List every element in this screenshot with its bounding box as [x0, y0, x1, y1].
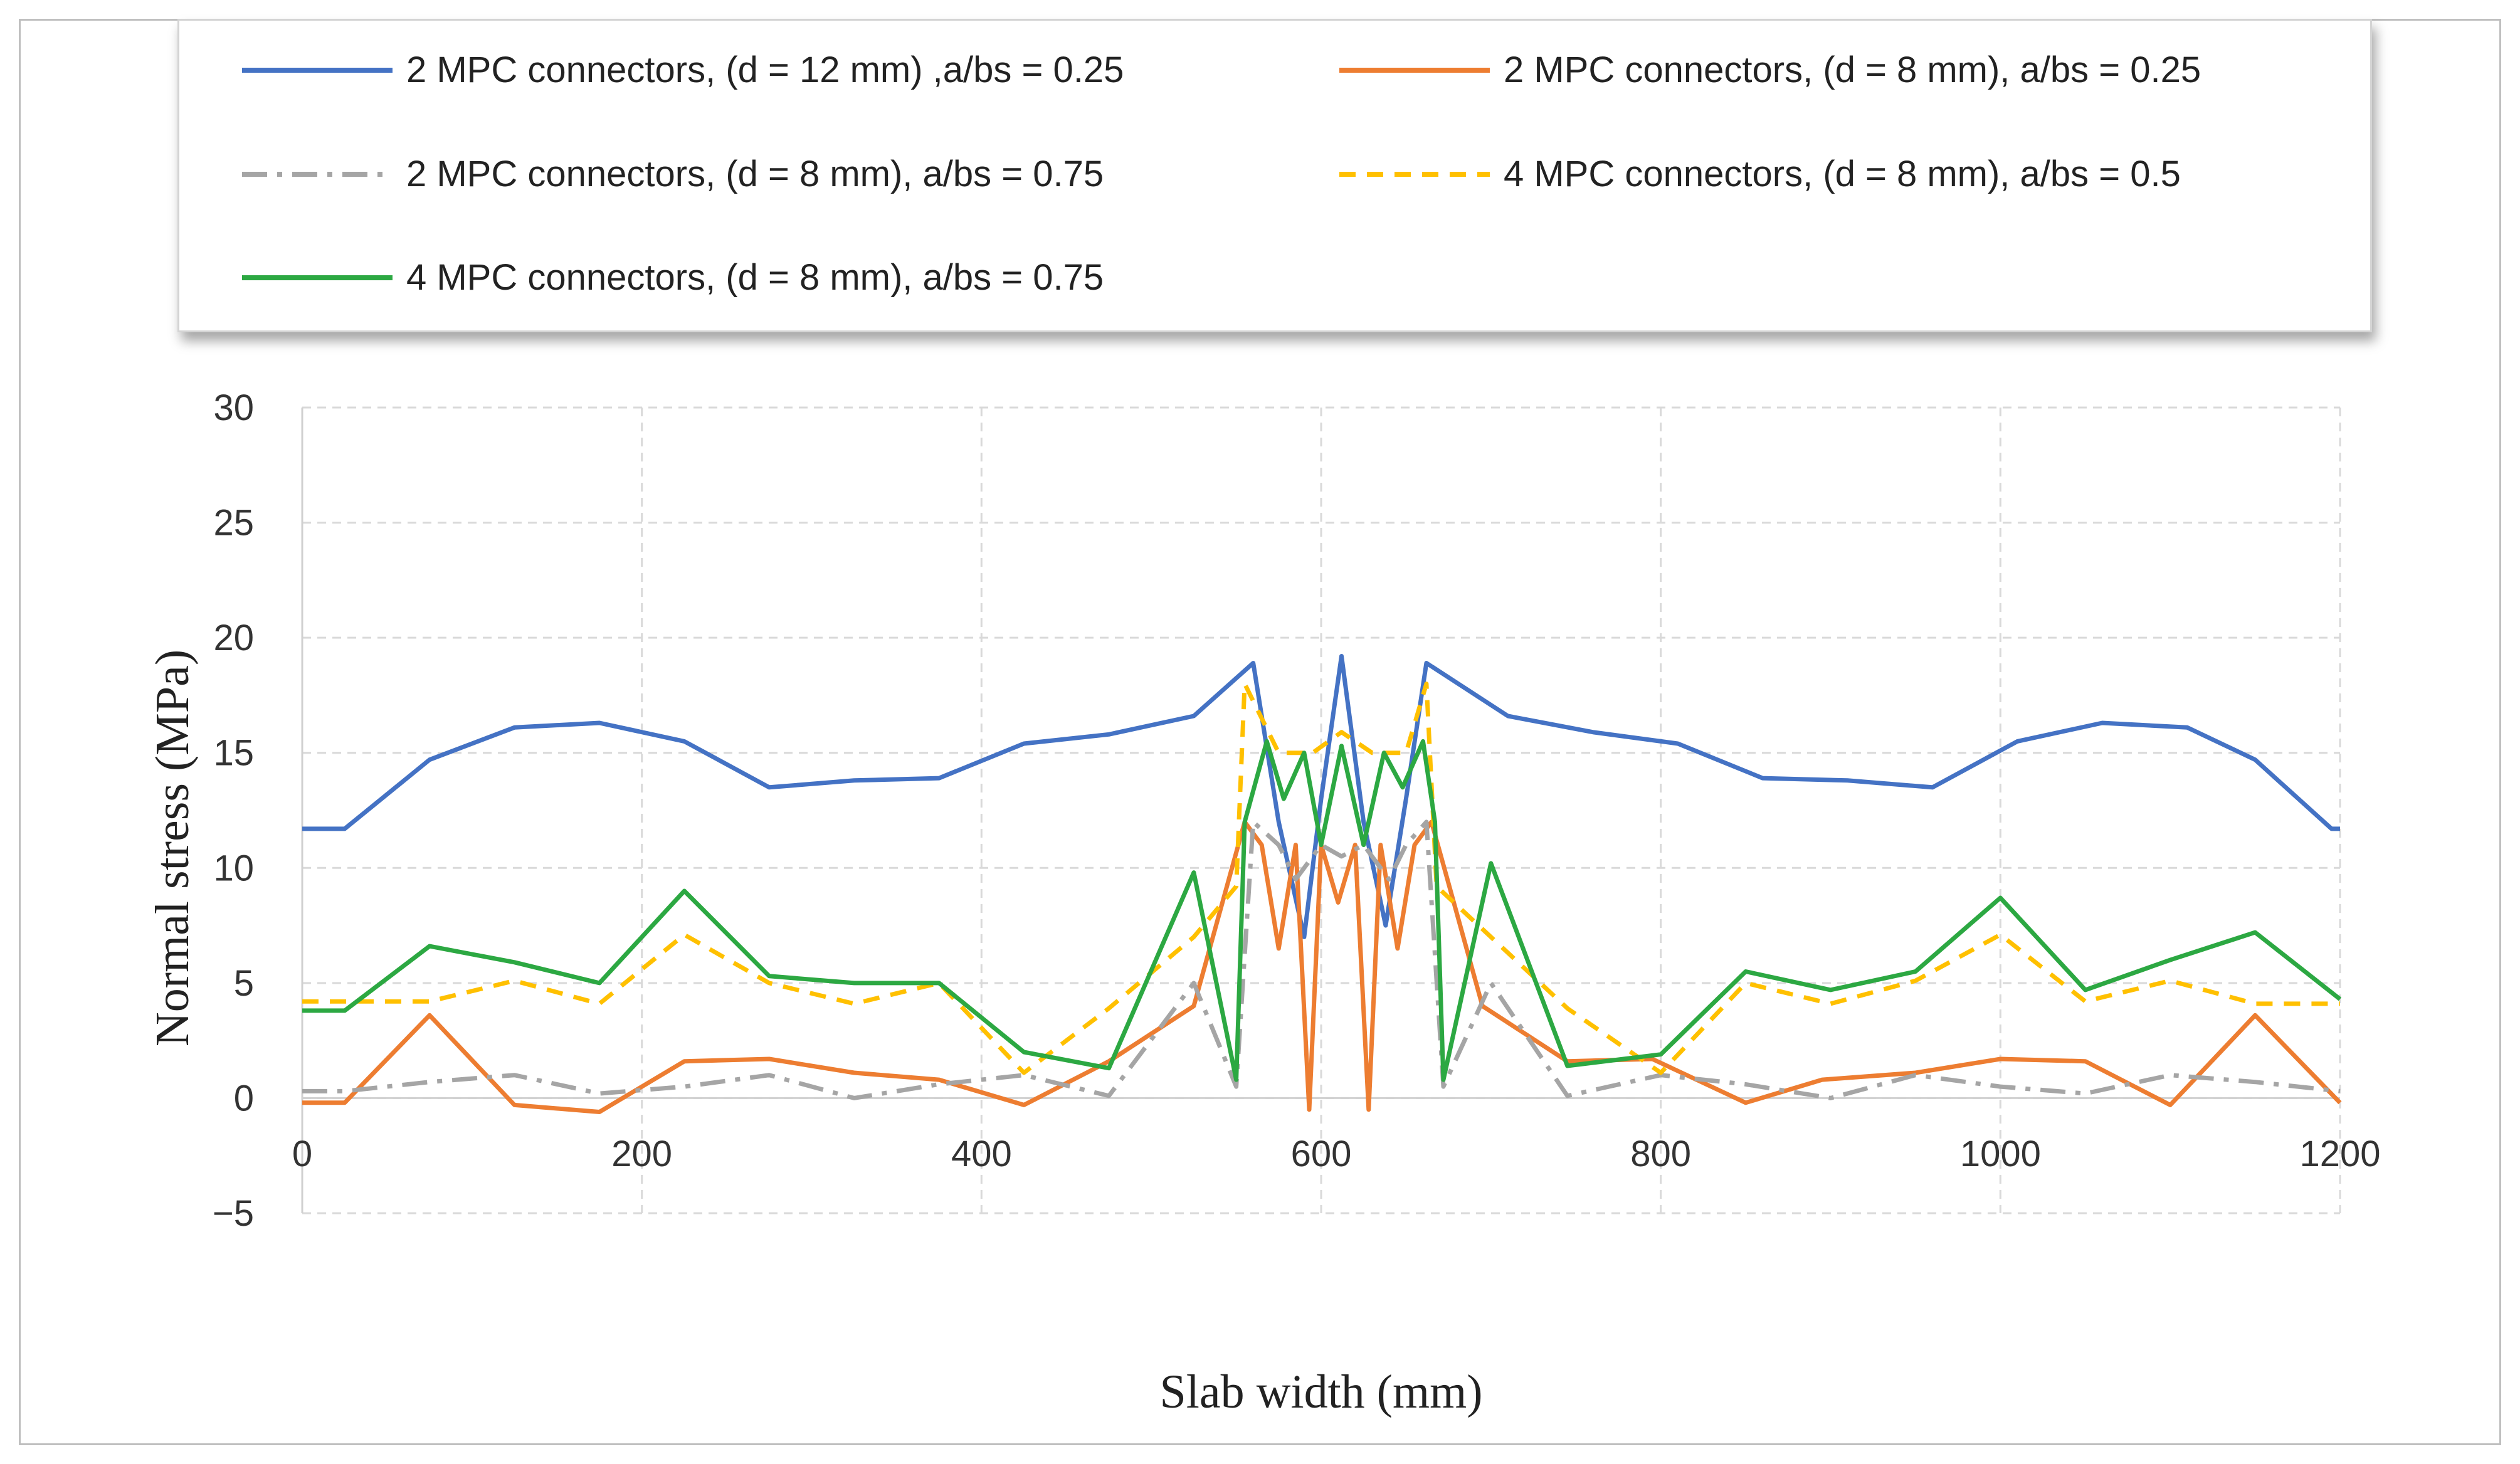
y-tick-label: 5: [234, 963, 254, 1004]
legend-item: 4 MPC connectors, (d = 8 mm), a/bs = 0.7…: [242, 256, 1104, 298]
legend-swatch: [1339, 171, 1490, 177]
y-tick-label: 30: [213, 387, 254, 428]
series-line: [302, 739, 2342, 1082]
x-axis-title: Slab width (mm): [1159, 1366, 1482, 1418]
y-axis-title: Normal stress (MPa): [146, 650, 199, 1046]
y-tick-label: 0: [234, 1078, 254, 1119]
y-tick-label: 25: [213, 503, 254, 544]
legend-item: 4 MPC connectors, (d = 8 mm), a/bs = 0.5: [1339, 153, 2181, 195]
series-line: [302, 819, 2341, 1100]
y-tick-label: 20: [213, 618, 254, 658]
legend-swatch: [242, 275, 393, 280]
legend-item: 2 MPC connectors, (d = 12 mm) ,a/bs = 0.…: [242, 49, 1124, 91]
x-tick-label: 1000: [1960, 1134, 2041, 1174]
legend-swatch: [1339, 67, 1490, 73]
x-axis-ticks: 0 200 400 600 800 1000 1200: [292, 1134, 2381, 1174]
series-line: [302, 819, 2342, 1114]
series-line: [302, 682, 2340, 1075]
x-tick-label: 0: [292, 1134, 312, 1174]
legend-label: 2 MPC connectors, (d = 8 mm), a/bs = 0.2…: [1504, 50, 2201, 90]
y-tick-label: 15: [213, 733, 254, 774]
series-lines: [302, 654, 2342, 1114]
legend-label: 4 MPC connectors, (d = 8 mm), a/bs = 0.5: [1504, 154, 2181, 194]
series-line: [302, 654, 2340, 939]
y-tick-label: −5: [213, 1193, 254, 1234]
legend-item: 2 MPC connectors, (d = 8 mm), a/bs = 0.7…: [242, 153, 1104, 195]
y-tick-label: 10: [213, 848, 254, 888]
legend-swatch: [242, 171, 393, 177]
legend-item: 2 MPC connectors, (d = 8 mm), a/bs = 0.2…: [1339, 49, 2201, 91]
legend-label: 2 MPC connectors, (d = 12 mm) ,a/bs = 0.…: [406, 50, 1124, 90]
x-tick-label: 600: [1291, 1134, 1352, 1174]
legend: 2 MPC connectors, (d = 12 mm) ,a/bs = 0.…: [177, 19, 2372, 332]
grid: [301, 406, 2341, 1214]
x-tick-label: 800: [1630, 1134, 1691, 1174]
x-tick-label: 400: [951, 1134, 1012, 1174]
x-tick-label: 200: [611, 1134, 672, 1174]
y-axis-ticks: 30 25 20 15 10 5 0 −5: [213, 387, 254, 1234]
legend-label: 2 MPC connectors, (d = 8 mm), a/bs = 0.7…: [406, 154, 1104, 194]
legend-label: 4 MPC connectors, (d = 8 mm), a/bs = 0.7…: [406, 257, 1104, 298]
x-tick-label: 1200: [2299, 1134, 2380, 1174]
legend-swatch: [242, 67, 393, 73]
